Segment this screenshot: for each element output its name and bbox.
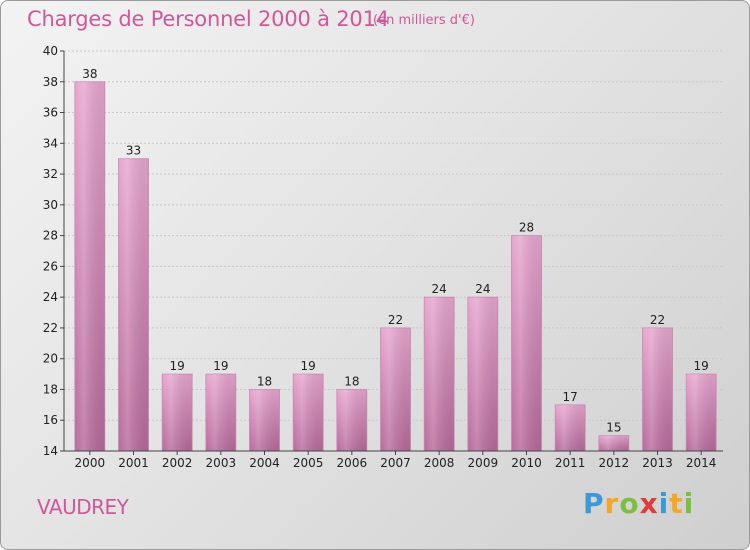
place-name: VAUDREY	[37, 495, 129, 519]
value-label: 24	[475, 282, 490, 296]
x-tick-label: 2001	[118, 456, 149, 470]
value-label: 22	[650, 313, 665, 327]
y-tick-label: 14	[43, 444, 58, 458]
value-label: 38	[82, 67, 97, 81]
x-tick-label: 2008	[424, 456, 455, 470]
bar-shine	[336, 389, 367, 451]
logo-letter: P	[583, 487, 605, 520]
bar-shine	[380, 327, 411, 451]
logo-letter: o	[619, 487, 640, 520]
x-tick-label: 2002	[162, 456, 193, 470]
x-tick-label: 2007	[380, 456, 411, 470]
value-label: 18	[344, 374, 359, 388]
y-tick-label: 16	[43, 413, 58, 427]
logo-letter: t	[669, 487, 684, 520]
bar-shine	[467, 297, 498, 451]
x-tick-label: 2004	[249, 456, 280, 470]
value-label: 19	[694, 359, 709, 373]
y-tick-label: 22	[43, 321, 58, 335]
x-tick-label: 2006	[337, 456, 368, 470]
bar-shine	[74, 81, 105, 452]
x-tick-label: 2012	[599, 456, 630, 470]
y-tick-label: 26	[43, 259, 58, 273]
x-tick-label: 2003	[206, 456, 237, 470]
bar-shine	[598, 435, 629, 451]
axes	[60, 50, 723, 455]
bars	[74, 81, 717, 452]
bar-shine	[555, 404, 586, 451]
value-label: 17	[563, 390, 578, 404]
bar-shine	[118, 158, 149, 451]
value-label: 33	[126, 144, 141, 158]
y-tick-label: 30	[43, 198, 58, 212]
x-tick-label: 2005	[293, 456, 324, 470]
bar-shine	[511, 235, 542, 451]
labels: 14 16 18 20 22 24 26 28 30 32 34 36 38 40 38 2000 33 2001…	[43, 44, 717, 470]
value-label: 18	[257, 374, 272, 388]
logo-letter: r	[604, 487, 620, 520]
y-tick-label: 40	[43, 44, 58, 58]
y-tick-label: 32	[43, 167, 58, 181]
grid-lines	[64, 50, 723, 421]
bar-shine	[162, 374, 193, 451]
logo-letter: x	[639, 487, 659, 520]
bar-shine	[424, 297, 455, 451]
x-tick-label: 2009	[468, 456, 499, 470]
value-label: 19	[213, 359, 228, 373]
proxiti-logo[interactable]: Proxiti	[583, 487, 694, 520]
logo-letter: i	[658, 487, 670, 520]
y-tick-label: 28	[43, 229, 58, 243]
value-label: 19	[170, 359, 185, 373]
y-tick-label: 18	[43, 382, 58, 396]
value-label: 28	[519, 221, 534, 235]
y-tick-label: 34	[43, 136, 58, 150]
y-tick-label: 20	[43, 352, 58, 366]
x-tick-label: 2011	[555, 456, 586, 470]
x-tick-label: 2000	[75, 456, 106, 470]
value-label: 19	[301, 359, 316, 373]
chart-title: Charges de Personnel 2000 à 2014	[27, 7, 389, 31]
y-tick-label: 38	[43, 75, 58, 89]
value-label: 22	[388, 313, 403, 327]
chart-subtitle: (en milliers d'€)	[373, 13, 475, 28]
bar-shine	[205, 374, 236, 451]
value-label: 24	[432, 282, 447, 296]
bar-shine	[249, 389, 280, 451]
x-tick-label: 2013	[642, 456, 673, 470]
x-tick-label: 2014	[686, 456, 717, 470]
x-tick-label: 2010	[511, 456, 542, 470]
y-tick-label: 36	[43, 106, 58, 120]
logo-letter: i	[683, 487, 695, 520]
y-tick-label: 24	[43, 290, 58, 304]
bar-shine	[642, 327, 673, 451]
bar-shine	[686, 374, 717, 451]
bar-shine	[293, 374, 324, 451]
value-label: 15	[606, 421, 621, 435]
